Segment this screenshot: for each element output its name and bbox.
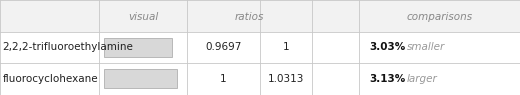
Text: 2,2,2-trifluoroethylamine: 2,2,2-trifluoroethylamine: [3, 42, 134, 53]
Text: 1: 1: [283, 42, 289, 53]
Text: 0.9697: 0.9697: [205, 42, 242, 53]
Bar: [104, 38, 173, 57]
Bar: [104, 69, 177, 88]
Text: fluorocyclohexane: fluorocyclohexane: [3, 74, 98, 84]
Text: visual: visual: [128, 12, 158, 22]
Text: smaller: smaller: [407, 42, 445, 53]
Text: 3.03%: 3.03%: [369, 42, 406, 53]
Text: 3.13%: 3.13%: [369, 74, 406, 84]
Text: ratios: ratios: [235, 12, 264, 22]
Text: comparisons: comparisons: [406, 12, 473, 22]
Bar: [0, 0, 520, 32]
Text: 1: 1: [220, 74, 227, 84]
Text: larger: larger: [407, 74, 437, 84]
Text: 1.0313: 1.0313: [268, 74, 304, 84]
